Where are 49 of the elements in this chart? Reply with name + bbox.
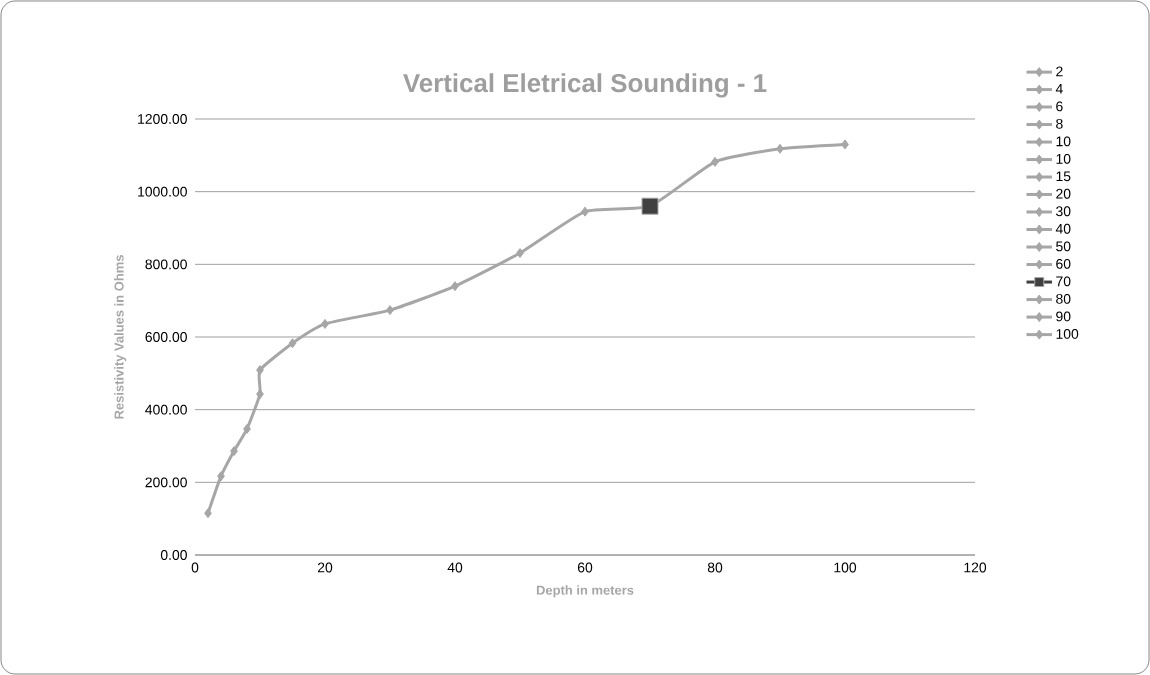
x-tick-label: 80: [707, 562, 723, 573]
legend-label: 8: [1056, 118, 1063, 129]
point: [841, 139, 849, 150]
legend-label: 40: [1055, 223, 1071, 234]
x-tick-label: 60: [577, 562, 593, 573]
point: [711, 156, 719, 167]
legend-label: 90: [1056, 311, 1071, 322]
x-tick-label: 100: [834, 562, 857, 573]
point: [386, 305, 394, 316]
x-tick-label: 20: [317, 562, 333, 573]
y-tick-label: 1200.00: [138, 114, 187, 124]
x-tick-label: 40: [447, 562, 463, 573]
point: [516, 248, 524, 259]
point: [230, 446, 238, 457]
y-tick-label: 600.00: [145, 332, 187, 342]
legend-label: 50: [1056, 241, 1071, 252]
legend-label: 20: [1056, 188, 1071, 199]
point: [776, 143, 784, 154]
legend-label: 80: [1056, 293, 1071, 304]
point: [204, 508, 212, 519]
y-tick-label: 200.00: [145, 477, 187, 488]
y-axis-title: Resistivity Values in Ohms: [114, 255, 127, 419]
x-tick-label: 0: [191, 562, 199, 573]
legend-label: 70: [1056, 276, 1071, 287]
x-tick-label: 120: [964, 562, 987, 573]
legend-label: 4: [1055, 84, 1063, 94]
y-tick-label: 800.00: [145, 259, 187, 270]
legend-label: 6: [1056, 101, 1063, 112]
point: [641, 197, 659, 215]
point: [256, 365, 264, 376]
legend-label: 10: [1056, 136, 1071, 147]
y-tick-label: 400.00: [145, 404, 187, 415]
point: [288, 338, 297, 349]
legend-label: 10: [1056, 153, 1071, 164]
point: [581, 206, 589, 217]
point: [243, 423, 251, 434]
legend-label: 2: [1056, 66, 1063, 77]
point: [321, 318, 329, 329]
legend-label: 100: [1056, 328, 1079, 339]
point: [451, 281, 459, 292]
y-tick-label: 0.00: [160, 550, 187, 560]
legend-label: 60: [1056, 258, 1071, 269]
chart-title: Vertical Eletrical Sounding - 1: [403, 73, 767, 98]
point: [217, 471, 225, 482]
point: [256, 389, 264, 400]
legend-label: 15: [1056, 171, 1071, 182]
x-axis-title: Depth in meters: [536, 585, 634, 598]
legend-label: 30: [1056, 206, 1071, 217]
y-tick-label: 1000.00: [138, 186, 187, 197]
